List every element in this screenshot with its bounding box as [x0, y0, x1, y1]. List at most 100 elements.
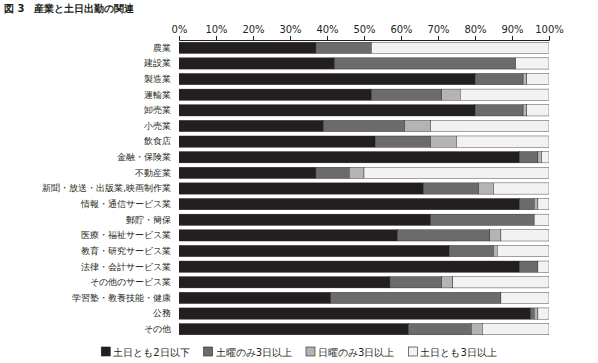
y-tick: 情報・通信サービス業 [80, 199, 179, 209]
bar [179, 261, 519, 272]
bar [538, 199, 549, 210]
y-axis: 農業建設業製造業運輸業卸売業小売業飲食店金融・保険業不動産業新聞・放送・出版業,… [42, 43, 179, 334]
bar [497, 245, 549, 256]
bars [179, 42, 549, 335]
bar [179, 152, 519, 163]
category-label: 新聞・放送・出版業,映画制作業 [42, 183, 171, 193]
bar [453, 277, 549, 288]
plot: 0%10%20%30%40%50%60%70%80%90%100%農業建設業製造… [42, 24, 564, 335]
bar [179, 136, 375, 147]
bar [538, 152, 542, 163]
x-tick: 100% [535, 24, 564, 40]
legend-item: 日曜のみ3日以上 [306, 347, 394, 358]
x-tick-label: 70% [427, 24, 449, 35]
category-label: 情報・通信サービス業 [80, 199, 171, 209]
legend-item: 土日とも2日以下 [101, 347, 189, 358]
bar [323, 120, 404, 131]
x-tick-label: 10% [205, 24, 227, 35]
y-tick: 新聞・放送・出版業,映画制作業 [42, 183, 179, 193]
series [179, 42, 531, 335]
bar [375, 136, 431, 147]
category-label: 郵貯・簡保 [126, 215, 171, 225]
category-label: 運輸業 [144, 90, 171, 100]
chart: 図 3 産業と土日出勤の関連0%10%20%30%40%50%60%70%80%… [0, 0, 598, 363]
bar [179, 105, 475, 116]
category-label: 製造業 [144, 74, 171, 84]
bar [494, 183, 550, 194]
bar [523, 73, 527, 84]
x-tick: 30% [279, 24, 301, 40]
bar [423, 183, 479, 194]
bar [331, 292, 501, 303]
x-tick-label: 100% [535, 24, 564, 35]
bar [542, 152, 549, 163]
bar [371, 89, 441, 100]
category-label: 建設業 [143, 58, 171, 68]
bar [349, 167, 364, 178]
bar [179, 167, 316, 178]
y-tick: 郵貯・簡保 [126, 215, 179, 225]
x-tick-mark [290, 36, 291, 40]
bar [431, 214, 535, 225]
bar [179, 230, 397, 241]
y-tick: 農業 [153, 43, 179, 53]
bar [482, 324, 549, 335]
y-tick: 公務 [153, 308, 179, 318]
bar [371, 42, 549, 53]
bar [519, 152, 538, 163]
legend-label: 日曜のみ3日以上 [318, 347, 394, 358]
bar [397, 230, 490, 241]
bar [179, 58, 334, 69]
bar [179, 42, 316, 53]
bar [501, 230, 549, 241]
x-tick-mark [216, 36, 217, 40]
bar [179, 199, 519, 210]
bar [494, 245, 498, 256]
bar [179, 214, 431, 225]
bar [534, 199, 538, 210]
bar [490, 230, 501, 241]
bar [179, 245, 449, 256]
legend-swatch [408, 347, 417, 356]
legend-item: 土日とも3日以上 [408, 347, 496, 358]
y-tick: 卸売業 [144, 105, 179, 115]
bar [334, 58, 515, 69]
x-tick: 70% [427, 24, 449, 40]
legend-label: 土日とも2日以下 [113, 347, 189, 358]
x-tick-label: 20% [242, 24, 264, 35]
bar [460, 89, 549, 100]
category-label: 法律・会計サービス業 [81, 262, 171, 272]
category-label: 教育・研究サービス業 [81, 246, 171, 256]
bar [538, 261, 549, 272]
bar [534, 308, 538, 319]
bar [538, 308, 549, 319]
category-label: 飲食店 [144, 136, 171, 146]
legend-label: 土日とも3日以上 [420, 347, 496, 358]
category-label: その他 [144, 324, 171, 334]
bar [519, 261, 538, 272]
bar [519, 199, 534, 210]
category-label: 小売業 [144, 121, 171, 131]
y-tick: 運輸業 [144, 90, 179, 100]
x-tick: 20% [242, 24, 264, 40]
bar [179, 89, 371, 100]
x-tick-mark [549, 36, 550, 40]
bar [516, 58, 549, 69]
legend-swatch [204, 347, 213, 356]
bar [316, 167, 349, 178]
y-tick: 小売業 [144, 121, 179, 131]
bar [179, 73, 475, 84]
y-tick: 教育・研究サービス業 [81, 246, 179, 256]
bar [479, 183, 494, 194]
bar [431, 120, 549, 131]
x-tick-mark [512, 36, 513, 40]
bar [442, 89, 461, 100]
bar [534, 214, 549, 225]
y-tick: 学習塾・教養技能・健康 [72, 293, 179, 303]
y-tick: 法律・会計サービス業 [81, 262, 179, 272]
x-tick-mark [401, 36, 402, 40]
x-tick-mark [475, 36, 476, 40]
bar [527, 73, 549, 84]
x-tick: 90% [501, 24, 523, 40]
bar [457, 136, 550, 147]
